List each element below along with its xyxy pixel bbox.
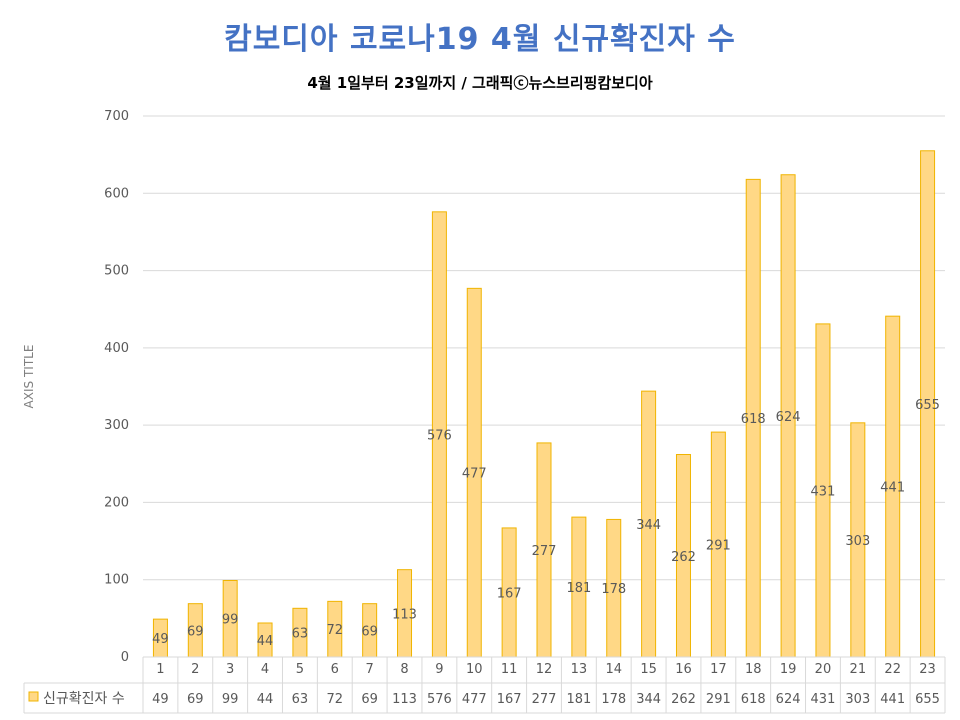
table-value: 72 xyxy=(327,692,344,707)
table-value: 69 xyxy=(361,692,378,707)
table-value: 99 xyxy=(222,692,239,707)
table-value: 441 xyxy=(880,692,905,707)
x-tick-label: 23 xyxy=(919,662,936,677)
x-tick-label: 15 xyxy=(640,662,657,677)
y-tick-label: 600 xyxy=(104,186,129,201)
bar-data-label: 167 xyxy=(497,586,522,601)
x-tick-label: 7 xyxy=(366,662,374,677)
x-tick-label: 14 xyxy=(605,662,622,677)
bar-data-label: 49 xyxy=(152,632,169,647)
y-tick-label: 100 xyxy=(104,573,129,588)
bar-data-label: 618 xyxy=(741,412,766,427)
table-value: 303 xyxy=(845,692,870,707)
x-tick-label: 4 xyxy=(261,662,269,677)
x-tick-label: 11 xyxy=(501,662,518,677)
table-value: 291 xyxy=(706,692,731,707)
legend-swatch xyxy=(28,691,39,702)
x-tick-label: 8 xyxy=(400,662,408,677)
x-tick-label: 17 xyxy=(710,662,727,677)
y-tick-label: 0 xyxy=(121,650,129,665)
x-tick-label: 1 xyxy=(156,662,164,677)
y-axis-title: AXIS TITLE xyxy=(22,345,36,409)
x-tick-label: 20 xyxy=(815,662,832,677)
x-tick-label: 13 xyxy=(571,662,588,677)
y-tick-label: 400 xyxy=(104,341,129,356)
bar-data-label: 277 xyxy=(532,544,557,559)
table-value: 44 xyxy=(257,692,274,707)
bar-data-label: 441 xyxy=(880,481,905,496)
y-tick-label: 700 xyxy=(104,109,129,124)
bar-data-label: 477 xyxy=(462,467,487,482)
bar-data-label: 431 xyxy=(811,484,836,499)
table-value: 655 xyxy=(915,692,940,707)
x-tick-label: 5 xyxy=(296,662,304,677)
bar-data-label: 291 xyxy=(706,539,731,554)
table-value: 477 xyxy=(462,692,487,707)
x-tick-label: 10 xyxy=(466,662,483,677)
y-tick-label: 300 xyxy=(104,418,129,433)
table-value: 624 xyxy=(776,692,801,707)
table-value: 69 xyxy=(187,692,204,707)
chart-subtitle: 4월 1일부터 23일까지 / 그래픽ⓒ뉴스브리핑캄보디아 xyxy=(307,74,653,92)
bar-data-label: 262 xyxy=(671,550,696,565)
bar-data-label: 178 xyxy=(601,582,626,597)
x-tick-label: 3 xyxy=(226,662,234,677)
bar-data-label: 72 xyxy=(327,623,344,638)
table-value: 181 xyxy=(566,692,591,707)
chart-title: 캄보디아 코로나19 4월 신규확진자 수 xyxy=(224,22,736,57)
bar-data-label: 69 xyxy=(187,624,204,639)
legend-series-name: 신규확진자 수 xyxy=(43,691,125,707)
y-tick-label: 200 xyxy=(104,495,129,510)
table-value: 344 xyxy=(636,692,661,707)
x-tick-label: 2 xyxy=(191,662,199,677)
table-value: 178 xyxy=(601,692,626,707)
table-value: 262 xyxy=(671,692,696,707)
bar-data-label: 624 xyxy=(776,410,801,425)
x-tick-label: 21 xyxy=(850,662,867,677)
bar-data-label: 576 xyxy=(427,428,452,443)
bar-data-label: 63 xyxy=(292,627,309,642)
bar-data-label: 99 xyxy=(222,613,239,628)
table-value: 576 xyxy=(427,692,452,707)
bar-data-label: 113 xyxy=(392,607,417,622)
bar-data-label: 181 xyxy=(566,581,591,596)
table-value: 618 xyxy=(741,692,766,707)
table-value: 431 xyxy=(811,692,836,707)
bar-data-label: 303 xyxy=(845,534,870,549)
y-tick-label: 500 xyxy=(104,264,129,279)
x-tick-label: 12 xyxy=(536,662,553,677)
bar-data-label: 655 xyxy=(915,398,940,413)
x-tick-label: 16 xyxy=(675,662,692,677)
x-tick-label: 22 xyxy=(884,662,901,677)
x-tick-label: 6 xyxy=(331,662,339,677)
table-value: 49 xyxy=(152,692,169,707)
x-tick-label: 9 xyxy=(435,662,443,677)
table-value: 277 xyxy=(532,692,557,707)
bar-data-label: 44 xyxy=(257,634,274,649)
x-tick-label: 18 xyxy=(745,662,762,677)
table-value: 113 xyxy=(392,692,417,707)
table-value: 167 xyxy=(497,692,522,707)
x-tick-label: 19 xyxy=(780,662,797,677)
bar-data-label: 344 xyxy=(636,518,661,533)
bar-data-label: 69 xyxy=(361,624,378,639)
table-value: 63 xyxy=(292,692,309,707)
